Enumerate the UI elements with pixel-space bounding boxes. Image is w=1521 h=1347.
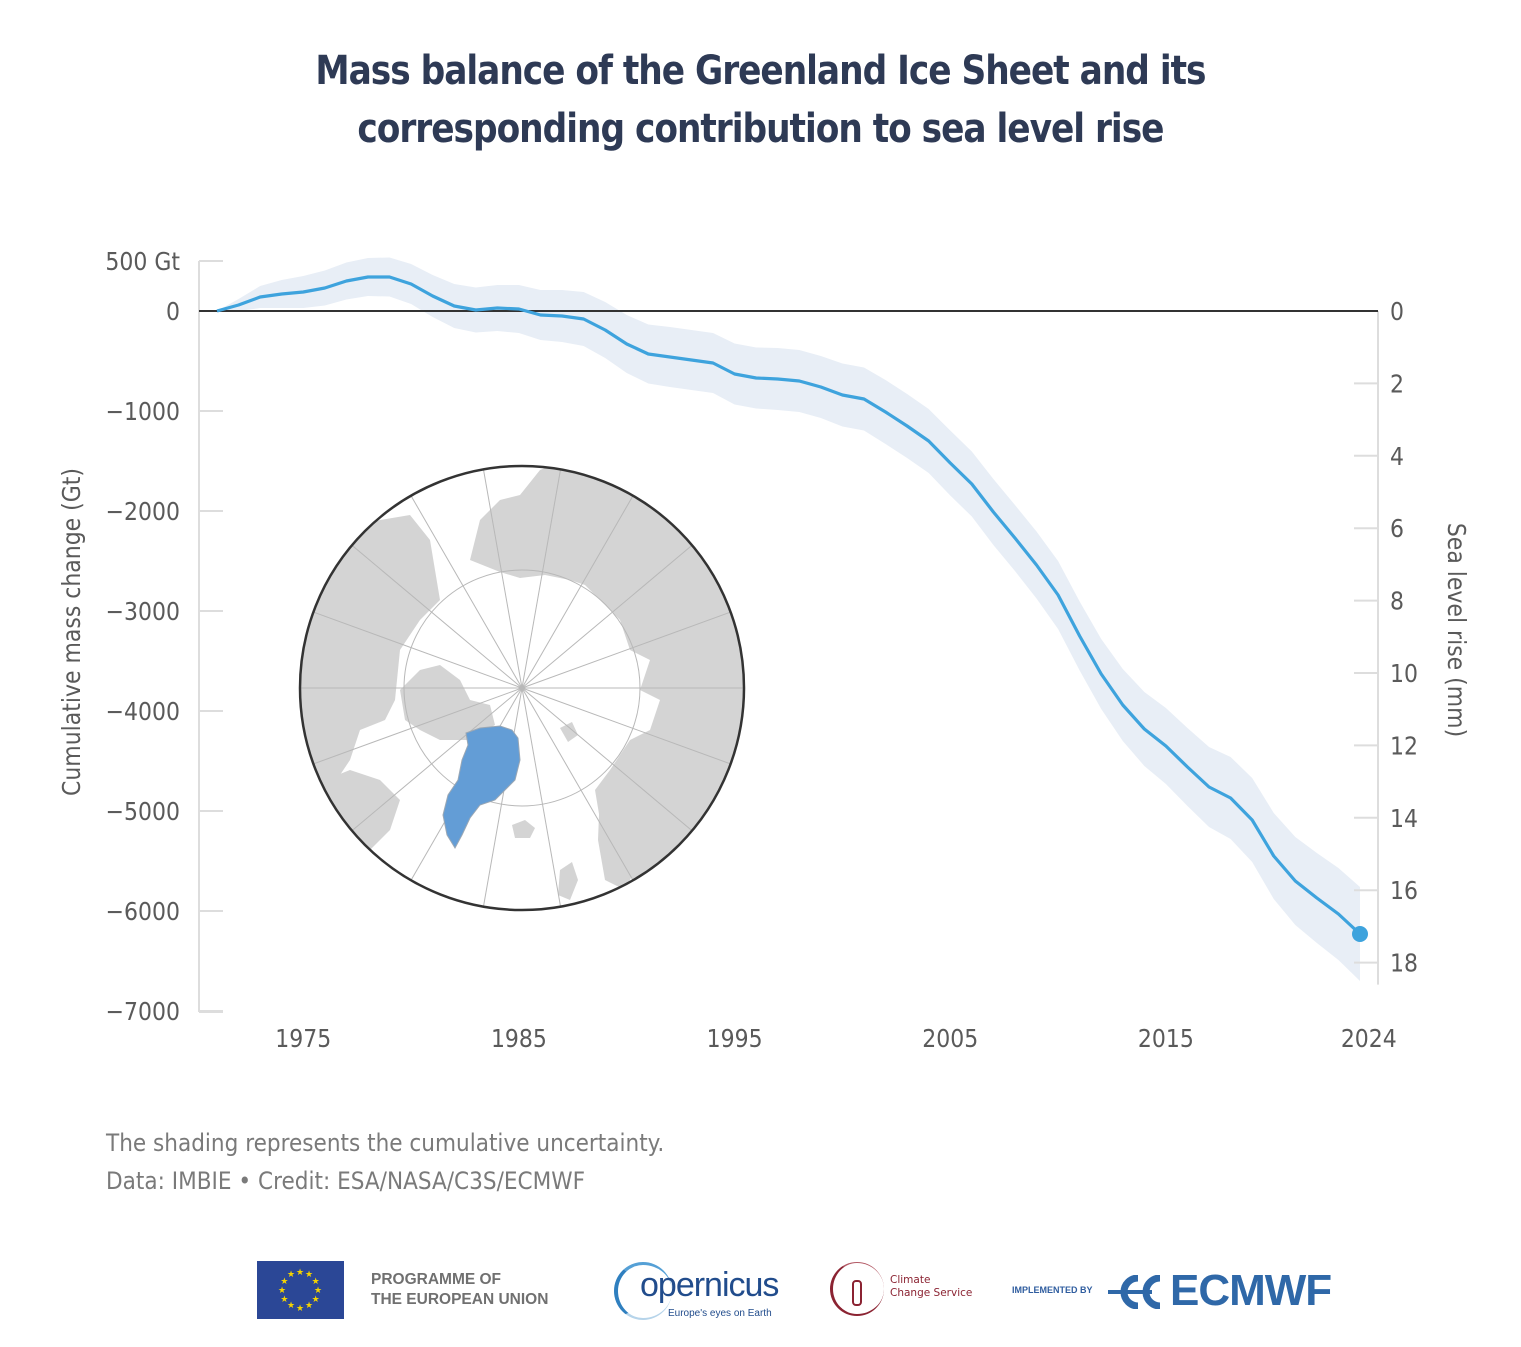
uk-landmass <box>558 862 578 900</box>
right-axis-tick-label: 14 <box>1390 803 1418 833</box>
north-america-landmass <box>300 515 440 800</box>
y2-axis-title: Sea level rise (mm) <box>1442 523 1472 737</box>
graticule <box>300 469 744 907</box>
eu-star-icon: ★ <box>296 1266 305 1277</box>
eu-star-icon: ★ <box>311 1275 320 1286</box>
y-axis-title: Cumulative mass change (Gt) <box>57 468 87 796</box>
meridian-line <box>410 495 523 689</box>
eu-star-icon: ★ <box>314 1284 323 1295</box>
left-axis-tick-label: 0 <box>166 297 180 327</box>
eu-star-icon: ★ <box>305 1268 314 1279</box>
eu-flag-icon: ★ ★ ★ ★ ★ ★ ★ ★ ★ ★ ★ ★ <box>257 1261 344 1319</box>
x-axis-tick-label: 2005 <box>922 1024 978 1054</box>
eu-label-line-1: PROGRAMME OF <box>371 1271 502 1288</box>
right-axis-tick-label: 8 <box>1390 586 1404 616</box>
eu-star-icon: ★ <box>311 1293 320 1304</box>
chart-title-line-2: corresponding contribution to sea level … <box>357 106 1164 152</box>
eu-star-icon: ★ <box>280 1275 289 1286</box>
iceland-landmass <box>512 820 535 838</box>
meridian-line <box>482 469 523 689</box>
copernicus-logo: opernicus Europe's eyes on Earth <box>612 1258 787 1324</box>
copernicus-wordmark: opernicus <box>640 1266 779 1304</box>
meridian-line <box>521 544 693 689</box>
left-axis-tick-label: 500 Gt <box>105 247 180 277</box>
eu-star-icon: ★ <box>296 1302 305 1313</box>
meridian-line <box>521 687 693 832</box>
ecmwf-wordmark: ECMWF <box>1170 1266 1332 1315</box>
copernicus-tagline: Europe's eyes on Earth <box>668 1308 772 1319</box>
chart: 500 Gt 0 −1000 −2000 −3000 −4000 −5000 −6000 −70… <box>57 247 1472 1054</box>
svalbard-landmass <box>560 722 578 742</box>
right-axis-tick-label: 10 <box>1390 659 1418 689</box>
right-axis-tick-label: 18 <box>1390 948 1418 978</box>
series-line-layer <box>216 275 1368 942</box>
canadian-archipelago <box>400 665 495 740</box>
right-axis-tick-label: 12 <box>1390 731 1418 761</box>
left-axis-tick-label: −5000 <box>106 797 180 827</box>
greenland-highlight <box>442 725 521 850</box>
series-line <box>216 275 1362 936</box>
thermometer-icon <box>852 1280 862 1306</box>
footer-note: The shading represents the cumulative un… <box>106 1129 665 1157</box>
scandinavia-landmass <box>598 770 650 890</box>
x-axis-tick-label: 1995 <box>707 1024 763 1054</box>
meridian-line <box>521 687 562 907</box>
copernicus-arc-icon <box>614 1262 672 1320</box>
right-axis-tick-label: 2 <box>1390 369 1404 399</box>
logos-bar: ★ ★ ★ ★ ★ ★ ★ ★ ★ ★ ★ ★ PROGRAMME OF THE EUROPEAN U… <box>0 1258 1521 1324</box>
uncertainty-band-layer <box>217 257 1360 981</box>
x-axis-tick-label: 2024 <box>1341 1024 1397 1054</box>
x-axis-tick-label: 2015 <box>1138 1024 1194 1054</box>
eu-star-icon: ★ <box>278 1284 287 1295</box>
endpoint-marker <box>1352 926 1368 942</box>
chart-title-line-1: Mass balance of the Greenland Ice Sheet … <box>315 48 1206 94</box>
meridian-line <box>351 687 523 832</box>
left-axis-tick-label: −3000 <box>106 597 180 627</box>
meridian-line <box>521 687 634 881</box>
left-axis-tick-label: −4000 <box>106 697 180 727</box>
x-axis-tick-label: 1975 <box>275 1024 331 1054</box>
chart-title: Mass balance of the Greenland Ice Sheet … <box>106 42 1414 158</box>
map-outline <box>298 464 746 912</box>
eu-star-icon: ★ <box>280 1293 289 1304</box>
right-axis-tick-label: 0 <box>1390 297 1404 327</box>
chart-footer: The shading represents the cumulative un… <box>106 1124 664 1200</box>
axes-layer <box>198 260 1379 1013</box>
ecmwf-mark-icon <box>1108 1275 1161 1309</box>
inset-map <box>298 464 746 912</box>
c3s-logo: Climate Change Service <box>830 1260 980 1322</box>
eu-star-icon: ★ <box>287 1268 296 1279</box>
right-axis-tick-label: 16 <box>1390 876 1418 906</box>
tick-labels-layer: 500 Gt 0 −1000 −2000 −3000 −4000 −5000 −6000 −70… <box>57 247 1472 1054</box>
left-axis-tick-label: −7000 <box>106 997 180 1027</box>
meridian-line <box>521 687 731 765</box>
c3s-cloud-arc-icon <box>830 1262 884 1316</box>
implemented-by-label: IMPLEMENTED BY <box>1012 1285 1093 1295</box>
meridian-line <box>351 544 523 689</box>
footer-credit: Data: IMBIE • Credit: ESA/NASA/C3S/ECMWF <box>106 1167 586 1195</box>
c3s-label-line-1: Climate <box>890 1274 931 1286</box>
left-axis-tick-label: −6000 <box>106 897 180 927</box>
right-axis-tick-label: 4 <box>1390 441 1404 471</box>
meridian-line <box>521 469 562 689</box>
meridian-line <box>521 495 634 689</box>
eu-star-icon: ★ <box>287 1300 296 1311</box>
c3s-label-line-2: Change Service <box>890 1287 973 1299</box>
eu-label-line-2: THE EUROPEAN UNION <box>371 1291 549 1308</box>
right-axis-tick-label: 6 <box>1390 514 1404 544</box>
x-axis-tick-label: 1985 <box>491 1024 547 1054</box>
meridian-line <box>521 611 731 689</box>
c3s-label: Climate Change Service <box>890 1274 972 1300</box>
meridian-line <box>313 687 523 765</box>
uncertainty-band <box>217 257 1360 981</box>
meridian-line <box>482 687 523 907</box>
eu-programme-label: PROGRAMME OF THE EUROPEAN UNION <box>371 1270 548 1310</box>
meridian-line <box>313 611 523 689</box>
left-axis-tick-label: −1000 <box>106 397 180 427</box>
left-axis-tick-label: −2000 <box>106 497 180 527</box>
eu-star-icon: ★ <box>305 1300 314 1311</box>
